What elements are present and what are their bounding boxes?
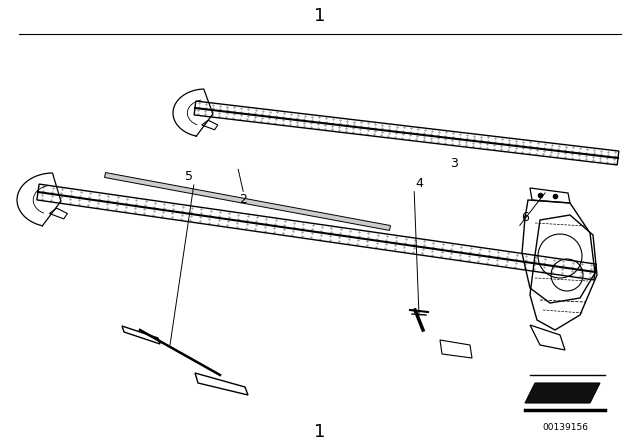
- Text: 5: 5: [185, 170, 193, 184]
- Text: 2: 2: [239, 193, 247, 206]
- Text: 3: 3: [451, 157, 458, 170]
- Polygon shape: [525, 383, 600, 403]
- Text: 1: 1: [314, 7, 326, 25]
- Text: 1: 1: [314, 423, 326, 441]
- Text: 00139156: 00139156: [542, 422, 588, 431]
- Text: 4: 4: [415, 177, 423, 190]
- Polygon shape: [104, 172, 390, 230]
- Text: 6: 6: [521, 211, 529, 224]
